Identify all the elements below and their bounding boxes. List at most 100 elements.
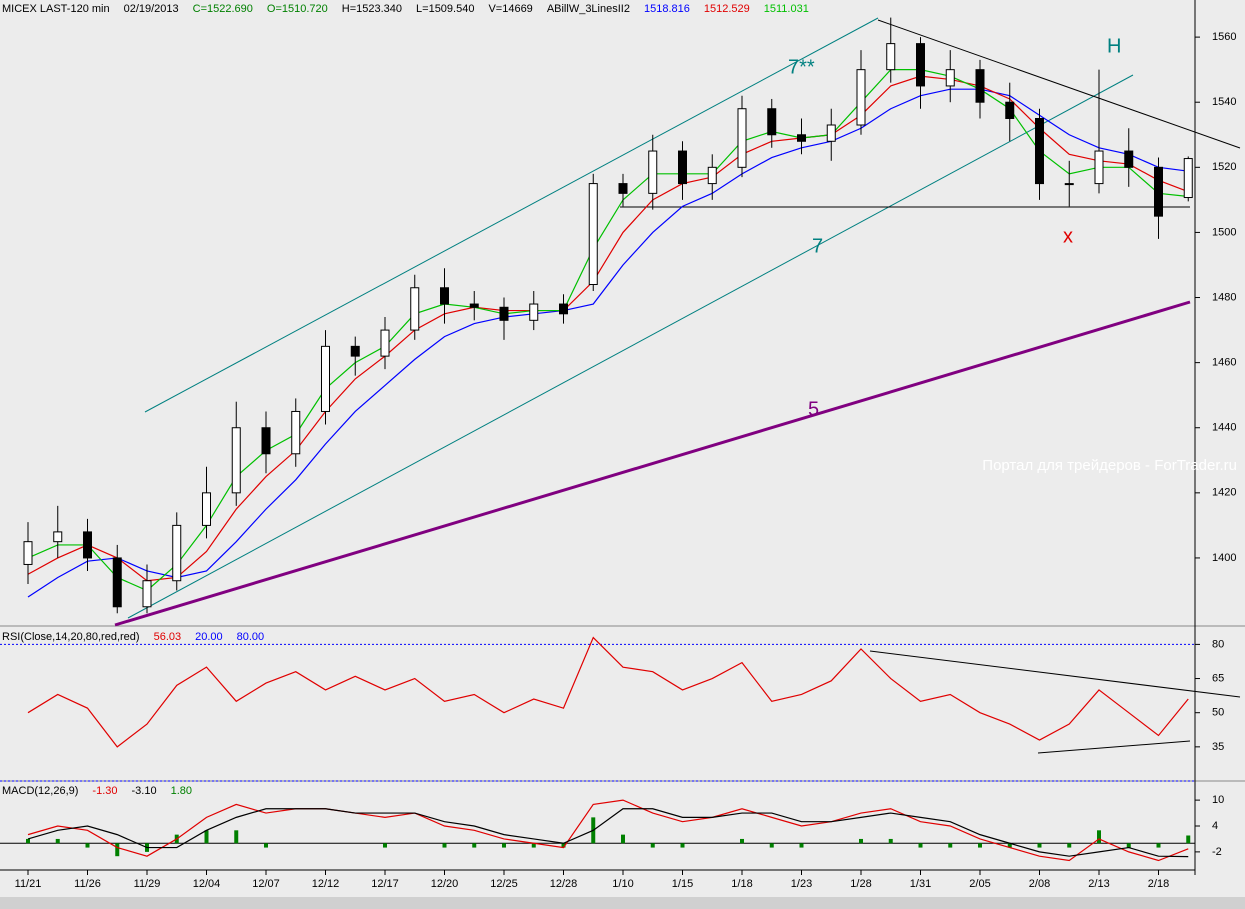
x-tick-label: 2/05: [969, 878, 990, 890]
y-tick-label: 1440: [1212, 422, 1236, 434]
rsi-trend-line: [1037, 740, 1191, 754]
candle-body: [1005, 101, 1015, 119]
histogram-bar: [264, 843, 268, 848]
histogram-bar: [442, 843, 447, 848]
series-line: [27, 636, 1189, 748]
y-tick-label: 1480: [1212, 291, 1236, 303]
header-text: 20.00: [195, 631, 223, 643]
histogram-bar: [115, 843, 120, 857]
histogram-bar: [502, 843, 506, 848]
candle-body: [83, 531, 92, 559]
histogram-bar: [1186, 835, 1191, 844]
y-tick-label: 65: [1212, 672, 1224, 684]
histogram-bar: [1007, 843, 1012, 848]
candle-body: [112, 557, 122, 608]
histogram-bar: [918, 843, 923, 848]
y-tick-label: 1540: [1212, 96, 1236, 108]
candle-body: [975, 69, 985, 103]
x-tick-label: 1/15: [672, 878, 693, 890]
candle-body: [172, 524, 182, 582]
rsi-trend-line: [869, 650, 1241, 698]
candle-body: [53, 531, 63, 543]
histogram-bar: [234, 830, 239, 844]
y-tick-label: 4: [1212, 820, 1218, 832]
candle-body: [350, 345, 360, 357]
candle-body: [648, 150, 658, 194]
candle-body: [856, 69, 866, 126]
x-tick-label: 12/12: [312, 878, 340, 890]
series-line: [27, 808, 1189, 858]
candle-body: [767, 108, 777, 136]
histogram-bar: [26, 838, 30, 844]
histogram-bar: [1126, 843, 1131, 848]
histogram-bar: [621, 834, 625, 844]
candle-body: [469, 303, 479, 308]
candle-body: [321, 345, 330, 412]
header-text: 1518.816: [644, 3, 690, 15]
histogram-bar: [650, 843, 655, 848]
candle-body: [886, 43, 896, 71]
histogram-bar: [1097, 830, 1101, 844]
candle-body: [202, 492, 211, 526]
x-tick-label: 11/26: [74, 878, 101, 890]
annotation: 7**: [788, 56, 815, 78]
header-text: 02/19/2013: [124, 3, 179, 15]
series-line: [27, 75, 1189, 582]
x-tick-label: 1/23: [791, 878, 812, 890]
histogram-bar: [204, 830, 209, 844]
histogram-bar: [531, 843, 536, 848]
x-tick-label: 1/18: [731, 878, 752, 890]
candle-body: [410, 287, 420, 331]
header-text: 1.80: [171, 785, 192, 797]
y-tick-label: 1500: [1212, 226, 1236, 238]
x-tick-label: 2/18: [1148, 878, 1169, 890]
histogram-bar: [799, 843, 804, 848]
x-tick-label: 11/21: [15, 878, 42, 890]
candle-body: [142, 580, 152, 608]
histogram-bar: [769, 843, 774, 848]
scrollbar[interactable]: [0, 897, 1245, 909]
series-line: [27, 799, 1189, 862]
candle-body: [1094, 150, 1104, 185]
histogram-bar: [740, 838, 744, 844]
x-tick-label: 1/28: [850, 878, 871, 890]
x-tick-label: 12/17: [371, 878, 399, 890]
histogram-bar: [85, 843, 90, 848]
header-text: C=1522.690: [193, 3, 253, 15]
candle-body: [1035, 117, 1044, 185]
histogram-bar: [55, 838, 60, 844]
header-text: MICEX LAST-120 min: [2, 3, 110, 15]
header-text: V=14669: [488, 3, 532, 15]
candle-body: [1183, 158, 1193, 199]
y-tick-label: 1520: [1212, 161, 1236, 173]
header-text: O=1510.720: [267, 3, 328, 15]
x-tick-label: 2/13: [1088, 878, 1109, 890]
header-text: 80.00: [237, 631, 265, 643]
histogram-bar: [859, 838, 863, 844]
x-tick-label: 1/10: [612, 878, 633, 890]
y-tick-label: 35: [1212, 741, 1224, 753]
x-tick-label: 12/04: [193, 878, 221, 890]
candle-body: [737, 108, 747, 168]
candle-body: [945, 69, 955, 87]
histogram-bar: [1037, 843, 1042, 848]
histogram-bar: [888, 838, 893, 844]
x-tick-label: 11/29: [134, 878, 161, 890]
annotation: x: [1063, 225, 1073, 247]
header-text: ABillW_3LinesII2: [547, 3, 630, 15]
candle-body: [1124, 150, 1134, 168]
candle-body: [231, 427, 241, 494]
annotation: 7: [812, 235, 823, 257]
header-text: H=1523.340: [342, 3, 402, 15]
annotation: 5: [808, 398, 819, 420]
header-text: -1.30: [92, 785, 117, 797]
y-tick-label: 50: [1212, 707, 1224, 719]
x-tick-label: 2/08: [1029, 878, 1050, 890]
header-text: 56.03: [154, 631, 182, 643]
candle-body: [23, 541, 33, 565]
histogram-bar: [1067, 843, 1072, 848]
candle-body: [529, 303, 539, 321]
y-tick-label: -2: [1212, 846, 1222, 858]
x-tick-label: 12/20: [431, 878, 459, 890]
